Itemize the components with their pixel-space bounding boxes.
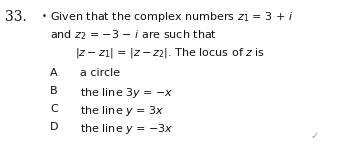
Text: $\checkmark$: $\checkmark$ [310, 130, 319, 140]
Text: C: C [50, 104, 58, 114]
Text: the line $y$ = −3$x$: the line $y$ = −3$x$ [80, 122, 173, 136]
Text: D: D [50, 122, 58, 132]
Text: and $z_2$ = −3 − $i$ are such that: and $z_2$ = −3 − $i$ are such that [50, 28, 217, 42]
Text: •: • [42, 12, 47, 21]
Text: A: A [50, 68, 57, 78]
Text: a circle: a circle [80, 68, 120, 78]
Text: the line 3$y$ = −$x$: the line 3$y$ = −$x$ [80, 86, 173, 100]
Text: 33.: 33. [5, 10, 27, 24]
Text: Given that the complex numbers $z_1$ = 3 + $i$: Given that the complex numbers $z_1$ = 3… [50, 10, 293, 24]
Text: the line $y$ = 3$x$: the line $y$ = 3$x$ [80, 104, 164, 118]
Text: B: B [50, 86, 57, 96]
Text: $|z - z_1|$ = $|z - z_2|$. The locus of $z$ is: $|z - z_1|$ = $|z - z_2|$. The locus of … [75, 46, 265, 60]
